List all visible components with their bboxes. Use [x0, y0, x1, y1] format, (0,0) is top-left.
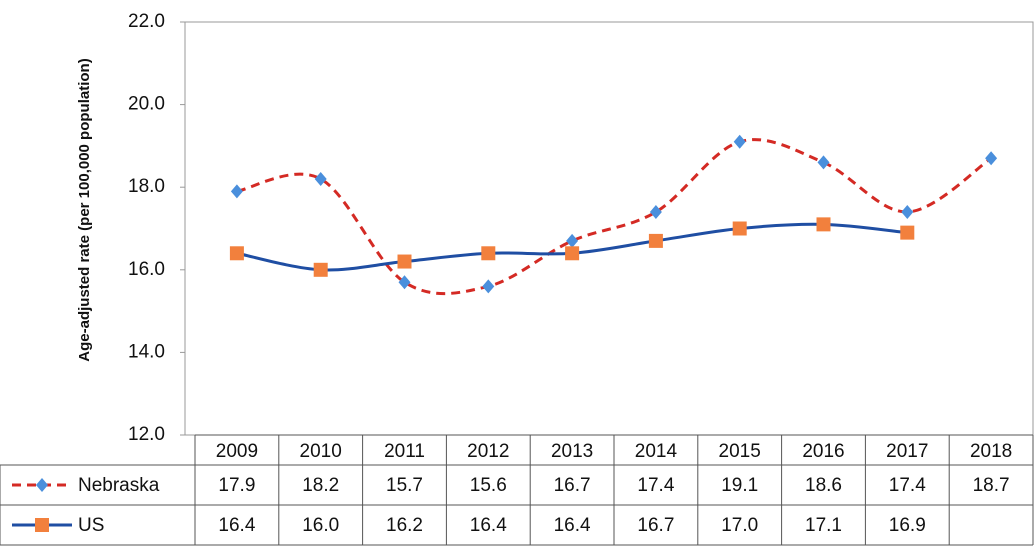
- x-tick-label: 2010: [300, 441, 342, 462]
- x-tick-label: 2009: [216, 441, 258, 462]
- series-marker: [985, 151, 998, 166]
- x-tick-label: 2016: [802, 441, 844, 462]
- x-tick-label: 2011: [384, 441, 425, 462]
- table-value: 18.7: [973, 475, 1010, 496]
- table-value: 17.4: [889, 475, 926, 496]
- series-marker: [230, 184, 243, 199]
- series-marker: [481, 246, 496, 261]
- table-value: 16.7: [637, 515, 674, 536]
- y-tick-label: 22.0: [128, 11, 165, 32]
- y-tick-label: 16.0: [128, 259, 165, 280]
- table-value: 17.9: [218, 475, 255, 496]
- series-marker: [482, 279, 495, 294]
- x-tick-label: 2014: [635, 441, 678, 462]
- x-tick-label: 2012: [467, 441, 509, 462]
- series-marker: [313, 262, 328, 277]
- table-value: 19.1: [721, 475, 758, 496]
- table-value: 18.6: [805, 475, 842, 496]
- y-tick-label: 14.0: [128, 341, 165, 362]
- series-marker: [566, 233, 579, 248]
- legend-label: Nebraska: [78, 475, 160, 496]
- legend-marker: [36, 478, 48, 492]
- y-tick-label: 18.0: [128, 176, 165, 197]
- table-value: 16.4: [470, 515, 507, 536]
- table-value: 16.7: [554, 475, 591, 496]
- x-tick-label: 2018: [970, 441, 1012, 462]
- series-marker: [816, 217, 831, 232]
- table-value: 15.7: [386, 475, 423, 496]
- table-value: 16.2: [386, 515, 423, 536]
- series-marker: [733, 134, 746, 149]
- legend-marker: [35, 518, 49, 532]
- table-value: 17.1: [805, 515, 842, 536]
- series-marker: [732, 221, 747, 236]
- series-marker: [649, 204, 662, 219]
- x-tick-label: 2017: [886, 441, 928, 462]
- y-tick-label: 12.0: [128, 424, 165, 445]
- y-tick-label: 20.0: [128, 94, 165, 115]
- series-marker: [397, 254, 412, 269]
- legend-label: US: [78, 515, 104, 536]
- table-value: 15.6: [470, 475, 507, 496]
- series-marker: [817, 155, 830, 170]
- table-value: 16.9: [889, 515, 926, 536]
- table-value: 16.4: [218, 515, 255, 536]
- table-value: 17.4: [637, 475, 674, 496]
- series-marker: [901, 204, 914, 219]
- series-marker: [648, 233, 663, 248]
- series-marker: [398, 275, 411, 290]
- series-marker: [229, 246, 244, 261]
- x-tick-label: 2013: [551, 441, 593, 462]
- series-marker: [900, 225, 915, 240]
- y-axis-label: Age-adjusted rate (per 100,000 populatio…: [76, 58, 93, 361]
- table-value: 16.4: [554, 515, 591, 536]
- series-marker: [565, 246, 580, 261]
- x-tick-label: 2015: [719, 441, 761, 462]
- table-value: 16.0: [302, 515, 339, 536]
- series-line: [236, 138, 992, 296]
- table-value: 18.2: [302, 475, 339, 496]
- series-marker: [314, 171, 327, 186]
- table-value: 17.0: [721, 515, 758, 536]
